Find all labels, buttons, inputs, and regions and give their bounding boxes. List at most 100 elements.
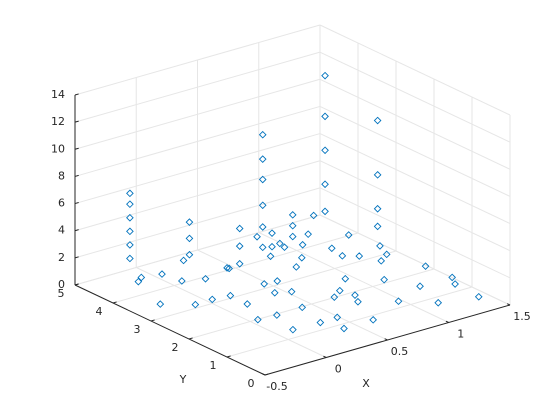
point — [235, 242, 244, 250]
grid-line — [74, 187, 321, 259]
x-axis-label: X — [362, 377, 370, 390]
point — [243, 300, 252, 308]
point — [321, 146, 329, 155]
y-tick-label: 5 — [58, 287, 65, 300]
grid-line — [112, 232, 359, 304]
grid-line — [319, 51, 511, 143]
grid-line — [136, 267, 327, 358]
point — [258, 155, 267, 163]
point — [185, 250, 194, 259]
point — [191, 300, 200, 309]
point — [373, 222, 382, 231]
y-tick-label: 0 — [248, 377, 255, 390]
point — [373, 116, 382, 125]
point — [134, 277, 143, 286]
z-tick — [74, 256, 79, 259]
x-tick-label: 0 — [335, 363, 342, 376]
point — [258, 243, 267, 252]
point — [158, 270, 166, 278]
point — [369, 315, 377, 324]
z-tick-label: 0 — [58, 278, 65, 291]
point — [185, 234, 194, 243]
point — [225, 264, 233, 273]
y-tick — [188, 337, 193, 340]
grid-line — [319, 78, 511, 170]
grid-line — [74, 160, 321, 232]
x-tick-label: 1 — [457, 328, 464, 341]
point — [179, 256, 188, 265]
point — [273, 277, 282, 285]
point — [321, 112, 329, 121]
point — [276, 239, 284, 248]
x-tick — [261, 373, 266, 376]
point — [421, 262, 430, 270]
grid-line — [74, 105, 321, 177]
z-tick — [74, 93, 79, 96]
point — [330, 293, 339, 301]
point — [288, 232, 297, 241]
point — [268, 242, 276, 251]
point — [126, 189, 134, 198]
grid-line — [319, 187, 511, 279]
y-axis — [74, 284, 266, 376]
point — [333, 313, 342, 322]
point — [448, 273, 456, 282]
point — [380, 275, 388, 284]
point — [289, 325, 297, 334]
y-tick-label: 1 — [210, 359, 217, 372]
point — [185, 218, 194, 226]
point — [335, 286, 344, 295]
grid-line — [319, 24, 511, 116]
x-tick-label: -0.5 — [266, 380, 287, 393]
y-tick — [150, 319, 155, 322]
point — [258, 223, 267, 231]
point — [126, 227, 134, 236]
point — [327, 244, 336, 253]
point — [355, 252, 364, 260]
point — [260, 280, 269, 288]
y-axis-label: Y — [179, 373, 187, 386]
point — [288, 221, 297, 230]
point — [377, 257, 386, 265]
point — [268, 229, 276, 237]
z-tick-label: 8 — [58, 169, 65, 182]
point — [223, 264, 231, 272]
grid-line — [74, 214, 321, 286]
point — [451, 280, 459, 288]
z-tick-label: 4 — [58, 224, 65, 237]
z-tick-label: 12 — [51, 115, 65, 128]
point — [270, 288, 279, 297]
point — [254, 315, 262, 324]
point — [434, 298, 443, 307]
point — [137, 273, 146, 282]
point — [304, 230, 312, 239]
grid-line — [74, 78, 321, 150]
x-tick-label: 1.5 — [513, 310, 531, 323]
grid-line — [74, 24, 321, 96]
point — [321, 207, 329, 216]
y-tick — [264, 373, 269, 376]
point — [258, 201, 267, 210]
point — [235, 259, 244, 268]
point — [298, 303, 307, 312]
point — [298, 240, 307, 249]
point — [258, 130, 267, 139]
grid-line — [74, 133, 321, 205]
point — [344, 231, 353, 239]
z-tick — [74, 147, 79, 150]
point — [126, 213, 134, 222]
point — [226, 291, 235, 300]
z-tick-label: 2 — [58, 251, 65, 264]
y-tick-label: 3 — [134, 323, 141, 336]
point — [309, 211, 318, 220]
point — [376, 242, 384, 250]
point — [382, 250, 391, 259]
point — [156, 300, 165, 308]
x-tick — [506, 303, 511, 306]
point — [373, 204, 382, 213]
grid-line — [319, 105, 511, 197]
point — [292, 263, 301, 271]
grid-line — [319, 160, 511, 252]
point — [394, 297, 403, 306]
